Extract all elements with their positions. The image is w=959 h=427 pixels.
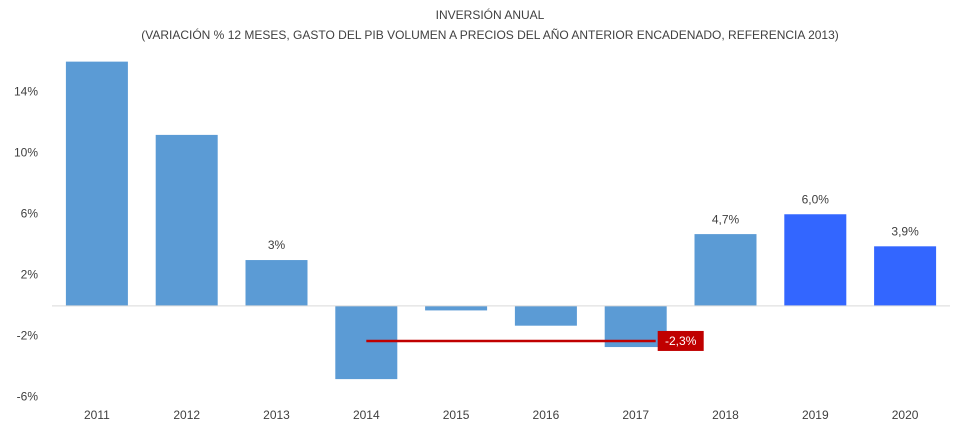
x-tick-label: 2013 [263, 408, 290, 422]
x-tick-label: 2016 [533, 408, 560, 422]
value-label: 6,0% [802, 192, 830, 206]
x-tick-label: 2019 [802, 408, 829, 422]
y-tick-label: -2% [17, 329, 39, 343]
value-label: 3,9% [891, 224, 919, 238]
bar [65, 61, 128, 306]
y-tick-label: 6% [21, 206, 39, 220]
bar [245, 260, 308, 306]
x-tick-label: 2011 [84, 408, 110, 422]
annotation-box [657, 330, 704, 351]
x-tick-label: 2017 [622, 408, 649, 422]
x-tick-label: 2018 [712, 408, 739, 422]
bar [784, 214, 847, 306]
chart-subtitle: (VARIACIÓN % 12 MESES, GASTO DEL PIB VOL… [141, 27, 839, 42]
x-tick-label: 2020 [892, 408, 919, 422]
y-tick-label: 10% [14, 145, 38, 159]
y-tick-label: -6% [17, 390, 39, 404]
bar [514, 305, 577, 326]
annotation-label: -2,3% [665, 334, 697, 348]
x-tick-label: 2014 [353, 408, 380, 422]
bar [425, 305, 488, 311]
x-tick-label: 2012 [173, 408, 200, 422]
chart-title: INVERSIÓN ANUAL [436, 7, 545, 22]
bar [155, 134, 218, 306]
bar [694, 234, 757, 306]
x-tick-label: 2015 [443, 408, 470, 422]
value-label: 3% [268, 238, 286, 252]
bar [874, 246, 937, 306]
y-tick-label: 14% [14, 84, 38, 98]
bar [335, 305, 398, 380]
value-label: 4,7% [712, 212, 740, 226]
y-tick-label: 2% [21, 267, 39, 281]
